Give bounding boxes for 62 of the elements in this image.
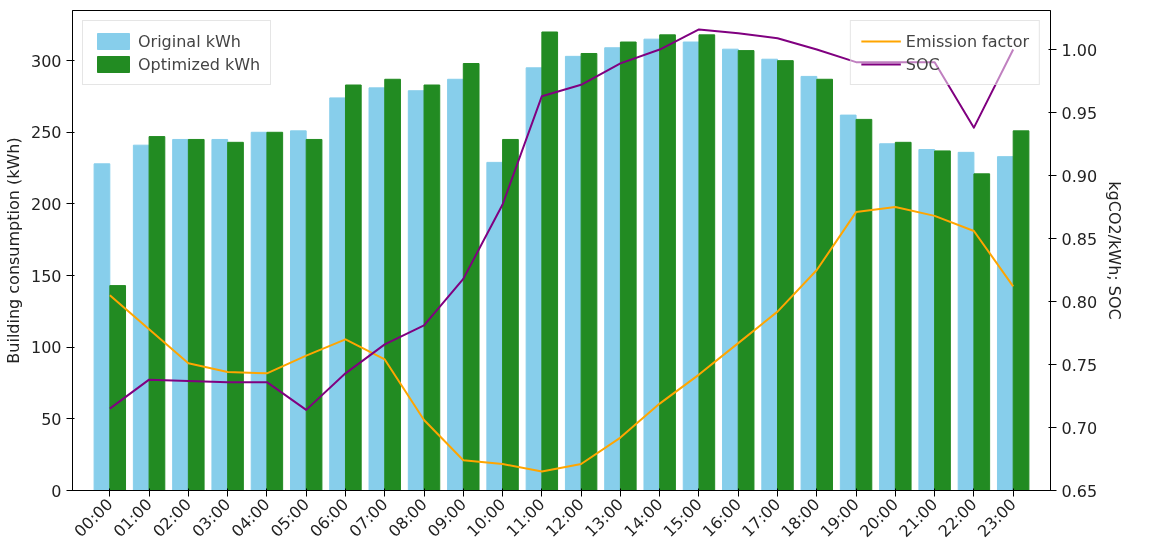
legend-label: Optimized kWh [138,54,261,74]
bar [722,48,739,491]
bar [502,138,519,491]
bar [777,60,794,491]
y2-tick-label: 0.80 [1061,292,1098,312]
bar [541,31,559,491]
bar [855,118,873,491]
y-tick-label: 300 [30,51,62,71]
y-tick-label: 250 [30,123,62,143]
bar [698,34,716,491]
line-series [108,206,1015,473]
bar [329,97,346,491]
bar [93,163,111,491]
y-axis-title: Building consumption (kWh) [3,137,23,364]
legend-label: Original kWh [138,31,241,51]
y2-tick-label: 1.00 [1061,40,1098,60]
bar [643,38,661,491]
bar [462,63,480,491]
bar [816,78,834,491]
bar [659,34,676,491]
bar [187,138,205,491]
bar [737,50,755,491]
y-tick-label: 100 [30,338,62,358]
bar [761,58,779,491]
bar [227,141,244,491]
y-tick-label: 150 [30,266,62,286]
bar [996,156,1014,491]
y2-tick-label: 0.70 [1061,418,1098,438]
y2-tick-label: 0.65 [1061,481,1098,501]
bar [486,161,504,491]
bar [879,143,896,491]
bar [211,138,229,491]
bar [800,75,818,491]
bar [148,136,166,491]
y2-tick-label: 0.85 [1061,229,1098,249]
y2-tick-label: 0.90 [1061,166,1098,186]
bar [957,151,975,491]
y-tick-label: 0 [51,481,62,501]
bar [894,141,912,491]
bar [934,150,951,491]
y2-axis-title: kgCO2/kWh; SOC [1105,181,1125,320]
bar [305,138,323,491]
y-tick-label: 50 [41,409,62,429]
bar [384,78,401,491]
y2-tick-label: 0.75 [1061,355,1098,375]
y-tick-label: 200 [30,194,62,214]
bar [604,47,621,491]
bar [973,173,991,491]
bar [289,130,307,491]
bar [172,138,189,491]
bar [918,148,936,491]
bar [344,84,362,491]
bar [368,87,386,491]
bar [423,84,441,491]
bar [580,52,598,491]
bar [109,285,127,491]
legend-label: Emission factor [905,31,1029,51]
bar [447,78,464,491]
y2-tick-label: 0.95 [1061,103,1098,123]
bar [266,131,284,491]
bar [1012,130,1030,491]
bar [619,41,637,491]
